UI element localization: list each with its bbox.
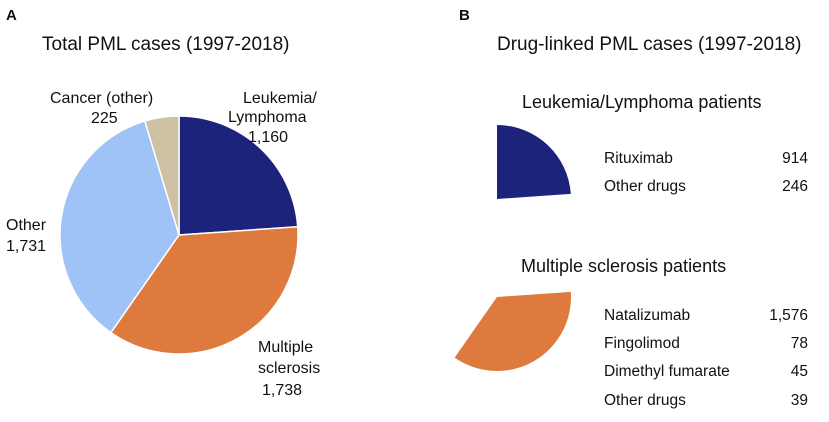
slice-value-cancer: 225 [91, 110, 118, 127]
pie-slice-other [59, 120, 180, 334]
slice-label-leukemia-line2: Lymphoma [228, 109, 307, 126]
slice-label-other: Other [6, 217, 47, 234]
panel-b-title: Drug-linked PML cases (1997-2018) [497, 34, 802, 55]
slice-value-ms: 1,738 [262, 382, 302, 399]
panel-a-title: Total PML cases (1997-2018) [42, 34, 289, 55]
pie-slice-cancer-other [143, 115, 180, 236]
table-row-drug: Rituximab [604, 150, 673, 167]
table-row-drug: Fingolimod [604, 335, 680, 352]
pie-slice-multiple-sclerosis [109, 225, 299, 355]
table-row-value: 39 [791, 392, 808, 409]
table-row-value: 45 [791, 363, 808, 380]
group-title-ms: Multiple sclerosis patients [521, 256, 726, 276]
table-row-drug: Natalizumab [604, 307, 690, 324]
slice-label-cancer: Cancer (other) [50, 90, 153, 107]
pie-chart [59, 115, 299, 355]
table-row-value: 1,576 [769, 307, 808, 324]
table-row-drug: Other drugs [604, 178, 686, 195]
slice-label-leukemia-line1: Leukemia/ [243, 90, 317, 107]
slice-label-ms-line1: Multiple [258, 339, 313, 356]
wedge-ms [454, 291, 571, 371]
table-row-value: 914 [782, 150, 808, 167]
table-row-value: 78 [791, 335, 808, 352]
table-row-value: 246 [782, 178, 808, 195]
slice-value-other: 1,731 [6, 238, 46, 255]
panel-b-letter: B [459, 7, 470, 24]
group-title-leukemia: Leukemia/Lymphoma patients [522, 92, 761, 112]
table-row-drug: Other drugs [604, 392, 686, 409]
wedge-leukemia [497, 125, 571, 199]
table-row-drug: Dimethyl fumarate [604, 363, 730, 380]
slice-value-leukemia: 1,160 [248, 129, 288, 146]
panel-a-letter: A [6, 7, 17, 24]
slice-label-ms-line2: sclerosis [258, 360, 320, 377]
pie-slice-leukemia-lymphoma [178, 115, 299, 236]
